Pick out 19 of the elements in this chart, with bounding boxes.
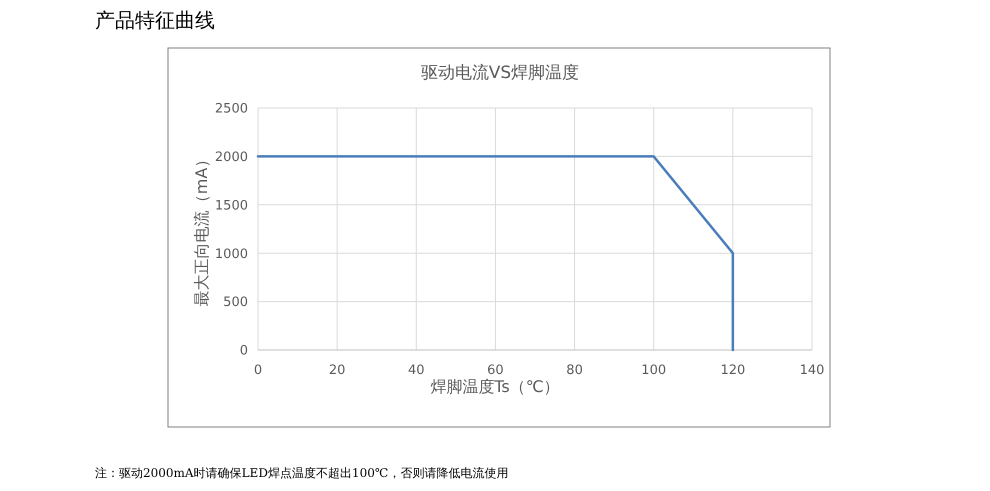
text: 注：驱动2000mA时请确保LED焊点温度不超出100℃，否则请降低电流使用 <box>95 466 508 480</box>
x-tick-label: 40 <box>408 363 425 378</box>
x-axis-title: 焊脚温度Ts（℃） <box>430 377 560 396</box>
y-tick-label: 2000 <box>214 150 248 165</box>
chart-subtitle: 驱动电流VS焊脚温度 <box>420 63 580 83</box>
y-tick-label: 1500 <box>214 198 248 214</box>
x-tick-label: 120 <box>720 363 746 378</box>
y-axis-title: 最大正向电流（mA） <box>192 152 211 306</box>
x-tick-label: 20 <box>328 363 346 378</box>
x-tick-label: 60 <box>487 363 504 378</box>
x-tick-label: 140 <box>800 363 824 378</box>
x-tick-label: 100 <box>641 363 666 378</box>
x-tick-label: 80 <box>566 363 583 378</box>
y-tick-label: 500 <box>223 295 248 310</box>
y-tick-label: 2500 <box>214 102 248 117</box>
y-tick-label: 0 <box>240 344 248 359</box>
y-tick-label: 1000 <box>214 246 248 262</box>
x-tick-label: 0 <box>254 363 262 378</box>
chart-title: 产品特征曲线 <box>95 8 215 32</box>
